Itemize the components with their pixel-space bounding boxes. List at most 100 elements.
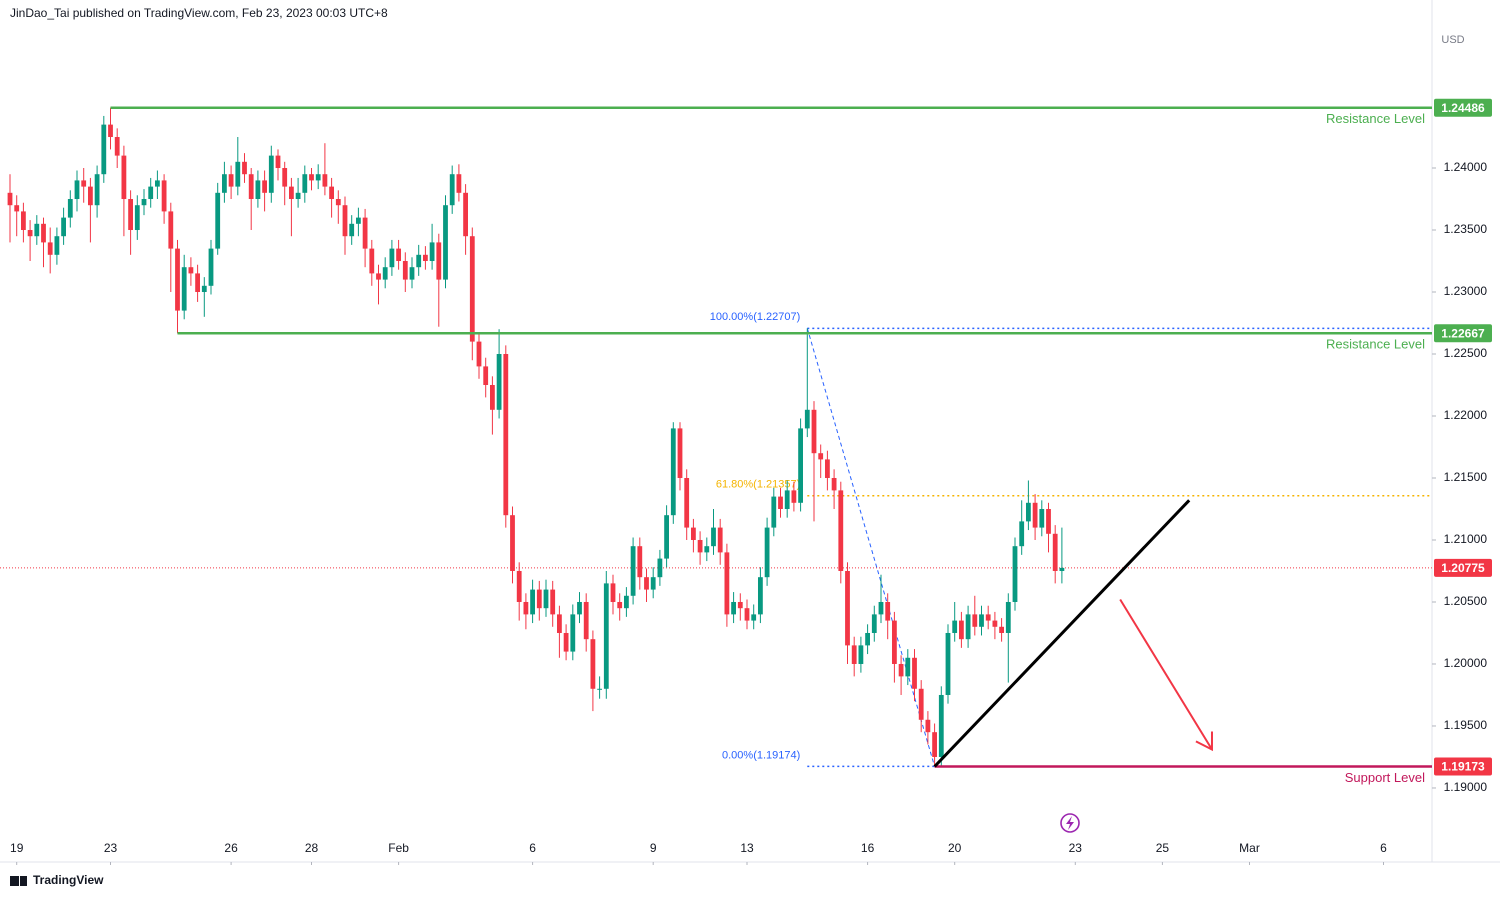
candle-body <box>242 161 247 175</box>
candle-body <box>302 174 308 193</box>
y-tick-label: 1.20000 <box>1444 656 1488 670</box>
candle-body <box>322 174 328 187</box>
candle-body <box>737 601 743 609</box>
candle-body <box>282 168 288 187</box>
candle-body <box>114 137 120 156</box>
candle-body <box>603 583 609 689</box>
price-label-box <box>1434 98 1492 117</box>
candle-body <box>972 614 978 627</box>
candle-body <box>1005 601 1011 633</box>
candle-body <box>845 570 850 646</box>
candle-body <box>871 614 877 633</box>
candle-body <box>382 267 388 280</box>
candle-body <box>422 254 428 262</box>
candle-body <box>396 248 401 262</box>
candle-body <box>7 192 13 206</box>
candle-body <box>597 688 602 690</box>
trendline <box>933 499 1191 768</box>
candle-body <box>778 496 783 509</box>
candle-body <box>858 645 864 664</box>
candle-body <box>456 174 462 193</box>
candle-body <box>429 242 435 262</box>
candle-body <box>818 453 824 460</box>
x-tick-label: 23 <box>1069 841 1083 855</box>
icon[interactable] <box>1060 813 1080 833</box>
currency: USD <box>1441 34 1464 46</box>
candle-body <box>309 174 314 181</box>
fib-diagonal <box>806 328 936 767</box>
candle-body <box>543 589 549 609</box>
fib-label: 0.00%(1.19174) <box>722 749 800 761</box>
candle-body <box>94 174 100 206</box>
candle-body <box>925 719 931 733</box>
candle-body <box>985 614 991 621</box>
candle-body <box>275 155 281 169</box>
price-label: 1.19173 <box>1441 760 1485 774</box>
candle-body <box>771 496 777 528</box>
candle-body <box>623 595 629 609</box>
candle-body <box>188 267 194 274</box>
candle-body <box>108 124 113 138</box>
candle-body <box>228 174 234 187</box>
arrow-head <box>1195 731 1213 752</box>
x-tick-label: 25 <box>1156 841 1170 855</box>
candle-body <box>342 205 348 237</box>
candle-body <box>724 552 730 615</box>
candle-body <box>161 180 167 212</box>
y-tick-label: 1.21500 <box>1444 470 1488 484</box>
candle-body <box>389 248 395 268</box>
candle-body <box>1019 521 1025 547</box>
y-tick-label: 1.22500 <box>1444 346 1488 360</box>
candle-body <box>409 267 415 280</box>
candle-body <box>335 199 341 206</box>
candle-body <box>362 217 368 249</box>
candle-body <box>563 632 569 652</box>
candle-body <box>463 192 468 237</box>
x-tick-label: Feb <box>388 841 409 855</box>
candle-body <box>644 577 649 590</box>
candle-body <box>329 186 334 200</box>
candle-body <box>288 186 294 200</box>
candle-body <box>583 601 589 640</box>
candle-body <box>824 459 830 478</box>
candle-body <box>449 174 455 206</box>
candle-body <box>436 242 442 280</box>
candle-body <box>757 577 763 615</box>
candle-body <box>945 632 951 695</box>
candle-body <box>369 248 375 274</box>
candle-body <box>74 180 80 200</box>
candle-body <box>262 180 267 193</box>
candle-body <box>992 620 998 627</box>
candle-body <box>61 217 66 237</box>
candle-body <box>215 192 221 249</box>
candle-body <box>731 601 736 615</box>
candle-body <box>577 601 582 615</box>
candle-body <box>1025 502 1031 522</box>
candle-body <box>154 180 160 187</box>
candle-body <box>556 614 562 633</box>
candle-body <box>1012 546 1018 602</box>
candle-body <box>697 539 703 553</box>
candle-body <box>1046 508 1051 534</box>
candle-body <box>711 527 716 547</box>
candle-body <box>1032 502 1038 528</box>
candle-body <box>181 267 187 311</box>
current-price-label: 1.20775 <box>1441 561 1485 575</box>
candle-body <box>912 657 917 689</box>
candle-body <box>865 632 870 646</box>
candle-body <box>664 515 669 559</box>
fib-label: 100.00%(1.22707) <box>710 311 801 323</box>
candle-body <box>201 285 207 293</box>
arrow <box>1119 598 1213 751</box>
candle-body <box>958 620 964 640</box>
candle-body <box>402 261 408 280</box>
candle-body <box>510 515 515 571</box>
candle-body <box>657 558 663 578</box>
price-label-box <box>1434 324 1492 343</box>
candle-body <box>443 205 448 280</box>
candle-body <box>255 180 261 200</box>
candle-body <box>891 620 897 664</box>
candle-body <box>376 273 381 280</box>
candle-body <box>128 199 133 231</box>
